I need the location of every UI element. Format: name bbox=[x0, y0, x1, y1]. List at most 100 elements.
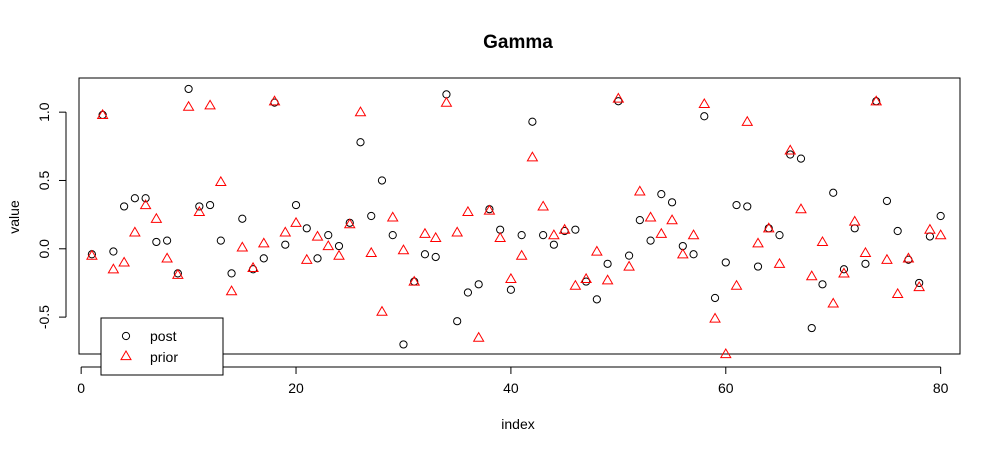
prior-point bbox=[128, 226, 141, 237]
post-point bbox=[130, 194, 139, 203]
post-point bbox=[431, 252, 440, 262]
post-point bbox=[205, 200, 215, 210]
prior-point bbox=[548, 229, 560, 240]
prior-point bbox=[483, 204, 496, 215]
post-point bbox=[517, 231, 526, 240]
prior-point bbox=[376, 305, 388, 316]
prior-point bbox=[805, 270, 818, 281]
prior-point bbox=[569, 279, 582, 290]
prior-point bbox=[870, 95, 883, 106]
prior-point bbox=[171, 268, 184, 279]
post-point bbox=[624, 251, 634, 260]
prior-point bbox=[386, 211, 399, 222]
prior-point bbox=[354, 106, 367, 117]
prior-point bbox=[290, 216, 302, 227]
post-point bbox=[635, 215, 644, 225]
prior-point bbox=[279, 226, 292, 237]
x-tick-label: 20 bbox=[288, 380, 304, 396]
post-point bbox=[227, 269, 236, 278]
legend-post-label: post bbox=[150, 328, 177, 344]
prior-point bbox=[730, 279, 743, 290]
prior-point bbox=[580, 272, 592, 283]
prior-point bbox=[419, 227, 431, 238]
post-point bbox=[195, 202, 204, 211]
x-axis-label: index bbox=[501, 416, 534, 432]
prior-point bbox=[322, 240, 335, 251]
post-point bbox=[539, 231, 548, 240]
prior-point bbox=[150, 212, 163, 223]
post-point bbox=[313, 254, 322, 263]
chart-title: Gamma bbox=[483, 32, 553, 53]
post-point bbox=[141, 194, 150, 203]
post-point bbox=[163, 236, 172, 245]
post-point bbox=[388, 231, 397, 240]
x-axis: 0 20 40 60 80 bbox=[77, 366, 949, 396]
post-point bbox=[582, 277, 591, 286]
post-point bbox=[775, 231, 784, 240]
post-point bbox=[571, 225, 580, 234]
post-point bbox=[721, 258, 730, 267]
prior-point bbox=[225, 285, 238, 296]
post-point bbox=[399, 340, 408, 349]
prior-point bbox=[247, 261, 259, 273]
post-point bbox=[238, 214, 247, 223]
prior-point bbox=[934, 229, 947, 240]
x-tick-label: 60 bbox=[718, 380, 734, 396]
prior-point bbox=[107, 263, 120, 274]
post-point bbox=[506, 285, 516, 294]
prior-point bbox=[590, 245, 603, 256]
prior-point bbox=[741, 115, 754, 126]
prior-point bbox=[784, 144, 797, 155]
prior-point bbox=[612, 92, 625, 103]
prior-point bbox=[848, 215, 861, 226]
post-point bbox=[732, 200, 741, 210]
post-point bbox=[377, 176, 387, 185]
prior-point bbox=[257, 237, 270, 248]
post-point bbox=[882, 196, 892, 206]
prior-point bbox=[311, 230, 324, 241]
post-point bbox=[259, 254, 268, 263]
post-point bbox=[710, 293, 720, 303]
post-point bbox=[302, 224, 311, 233]
prior-point bbox=[193, 205, 206, 217]
post-point bbox=[109, 247, 118, 256]
x-tick-label: 0 bbox=[77, 380, 85, 396]
prior-point bbox=[300, 253, 313, 264]
prior-point bbox=[633, 185, 646, 196]
post-point bbox=[915, 278, 924, 288]
post-point bbox=[667, 198, 677, 207]
prior-point bbox=[838, 267, 850, 278]
post-point bbox=[689, 250, 698, 259]
y-tick-label: 0.5 bbox=[36, 171, 52, 191]
post-point bbox=[291, 200, 301, 210]
legend: post prior bbox=[100, 317, 224, 376]
post-point bbox=[592, 295, 601, 304]
prior-point bbox=[698, 97, 711, 109]
prior-point bbox=[762, 222, 775, 233]
y-tick-label: 1.0 bbox=[36, 102, 52, 122]
prior-point bbox=[365, 246, 378, 257]
prior-point bbox=[752, 237, 764, 248]
post-point bbox=[281, 240, 290, 249]
post-point bbox=[796, 154, 806, 163]
prior-point bbox=[86, 249, 98, 260]
prior-point bbox=[676, 248, 689, 259]
prior-point bbox=[182, 100, 195, 111]
prior-point bbox=[515, 249, 528, 260]
y-axis-label: value bbox=[6, 200, 22, 234]
prior-point bbox=[795, 203, 807, 214]
post-point bbox=[936, 211, 945, 221]
prior-point bbox=[859, 246, 872, 257]
prior-point bbox=[924, 223, 936, 234]
post-point bbox=[528, 117, 537, 126]
post-point bbox=[474, 280, 483, 289]
legend-box bbox=[100, 317, 224, 376]
prior-point bbox=[891, 287, 904, 298]
prior-point bbox=[408, 275, 421, 286]
prior-point bbox=[236, 241, 249, 252]
prior-point bbox=[462, 205, 474, 217]
prior-point bbox=[881, 253, 893, 264]
prior-point bbox=[214, 175, 227, 186]
post-point bbox=[120, 202, 129, 211]
prior-point bbox=[429, 231, 442, 242]
